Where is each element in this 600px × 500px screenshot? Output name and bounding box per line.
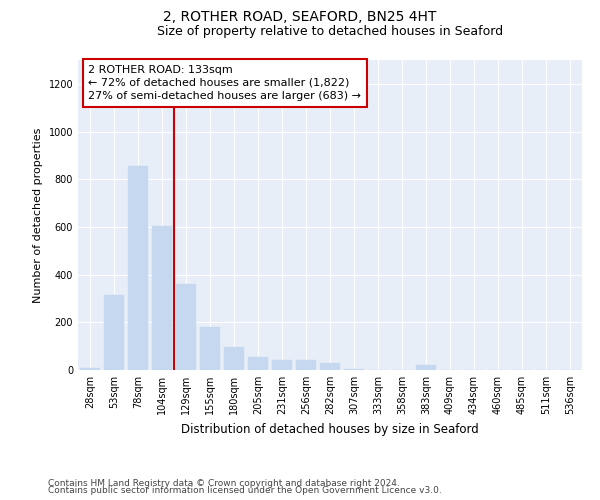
Y-axis label: Number of detached properties: Number of detached properties (33, 128, 43, 302)
Bar (176, 284, 196, 370)
Bar (200, 327, 220, 370)
Bar (224, 348, 244, 370)
Bar (104, 295, 124, 370)
Bar (344, 369, 364, 370)
Text: 2 ROTHER ROAD: 133sqm
← 72% of detached houses are smaller (1,822)
27% of semi-d: 2 ROTHER ROAD: 133sqm ← 72% of detached … (88, 64, 361, 101)
Bar (152, 226, 172, 370)
Bar (296, 360, 316, 370)
Bar (320, 363, 340, 370)
Text: 2, ROTHER ROAD, SEAFORD, BN25 4HT: 2, ROTHER ROAD, SEAFORD, BN25 4HT (163, 10, 437, 24)
X-axis label: Distribution of detached houses by size in Seaford: Distribution of detached houses by size … (181, 422, 479, 436)
Bar (416, 365, 436, 370)
Text: Contains public sector information licensed under the Open Government Licence v3: Contains public sector information licen… (48, 486, 442, 495)
Bar (80, 368, 100, 370)
Bar (248, 357, 268, 370)
Bar (128, 166, 148, 370)
Title: Size of property relative to detached houses in Seaford: Size of property relative to detached ho… (157, 25, 503, 38)
Text: Contains HM Land Registry data © Crown copyright and database right 2024.: Contains HM Land Registry data © Crown c… (48, 478, 400, 488)
Bar (272, 360, 292, 370)
